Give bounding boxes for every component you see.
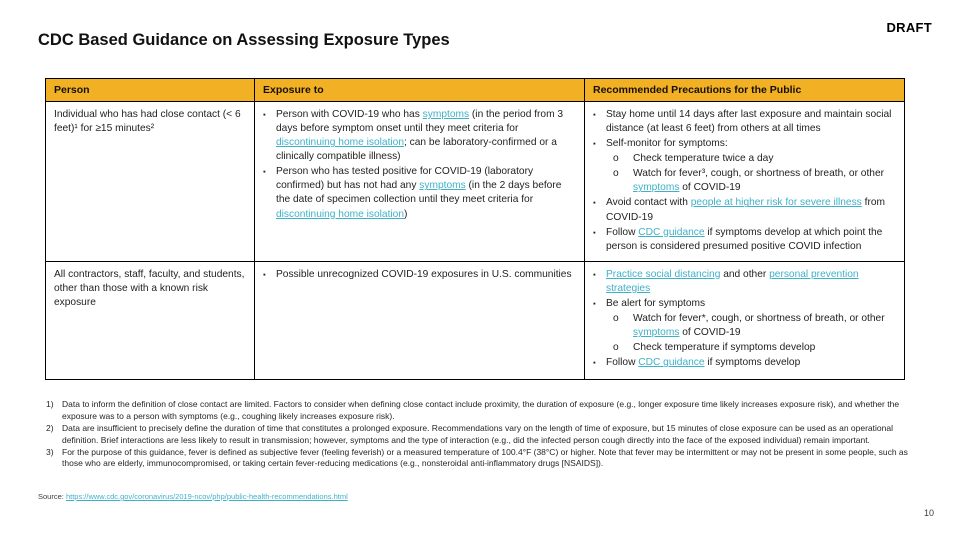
bullet-item: ▪ Be alert for symptoms <box>593 297 896 311</box>
bullet-text: Practice social distancing and other per… <box>606 268 859 294</box>
bullet-text: Self-monitor for symptoms: <box>606 138 728 150</box>
bullet-item: o Watch for fever*, cough, or shortness o… <box>593 312 896 340</box>
bullet-marker: ▪ <box>263 167 266 177</box>
bullet-text: Follow CDC guidance if symptoms develop <box>606 357 801 369</box>
inline-link[interactable]: symptoms <box>422 109 470 120</box>
person-cell: Individual who has had close contact (< … <box>46 102 255 261</box>
footnote-item: 1) Data to inform the definition of close… <box>46 399 918 423</box>
table-header-row: Person Exposure to Recommended Precautio… <box>46 79 904 101</box>
sub-bullet-marker: o <box>613 313 619 325</box>
draft-watermark: DRAFT <box>886 20 932 35</box>
bullet-marker: ▪ <box>593 358 596 368</box>
footnote-text: For the purpose of this guidance, fever … <box>62 446 908 469</box>
person-cell: All contractors, staff, faculty, and stu… <box>46 261 255 379</box>
footnote-number: 2) <box>46 422 54 433</box>
inline-link[interactable]: CDC guidance <box>638 226 705 238</box>
bullet-text: Check temperature twice a day <box>633 153 774 165</box>
footnote-number: 1) <box>46 399 54 409</box>
column-header-person: Person <box>46 79 255 101</box>
bullet-marker: ▪ <box>593 298 596 308</box>
column-header-exposure-to: Exposure to <box>255 79 585 101</box>
bullet-text: Watch for fever*, cough, or shortness of… <box>633 313 885 339</box>
bullet-item: ▪ Person who has tested positive for COVI… <box>263 165 576 221</box>
exposure-cell: ▪ Person with COVID-19 who has symptoms (… <box>255 102 585 261</box>
table-row: All contractors, staff, faculty, and stu… <box>46 260 904 379</box>
inline-link[interactable]: symptoms <box>633 182 680 194</box>
bullet-text: Person with COVID-19 who has symptoms (i… <box>276 109 564 163</box>
inline-link[interactable]: people at higher risk for severe illness <box>690 197 862 209</box>
page-title: CDC Based Guidance on Assessing Exposure… <box>38 31 450 49</box>
bullet-item: ▪ Stay home until 14 days after last expo… <box>593 108 896 136</box>
table-row: Individual who has had close contact (< … <box>46 101 904 261</box>
page-number: 10 <box>923 508 934 518</box>
source-url-link[interactable]: https://www.cdc.gov/coronavirus/2019-nco… <box>65 492 348 501</box>
source-line: Source: https://www.cdc.gov/coronavirus/… <box>38 492 348 501</box>
footnote-number: 3) <box>46 446 54 457</box>
inline-link[interactable]: Practice social distancing <box>606 268 721 280</box>
footnotes: 1) Data to inform the definition of close… <box>46 399 918 470</box>
inline-link[interactable]: personal prevention strategies <box>606 268 859 294</box>
precautions-cell: ▪ Stay home until 14 days after last expo… <box>585 102 904 261</box>
bullet-item: ▪ Person with COVID-19 who has symptoms (… <box>263 108 576 164</box>
bullet-item: ▪ Follow CDC guidance if symptoms develop… <box>593 226 896 254</box>
inline-link[interactable]: discontinuing home isolation <box>276 208 404 220</box>
footnote-text: Data to inform the definition of close c… <box>62 399 900 421</box>
person-text: All contractors, staff, faculty, and stu… <box>54 268 245 308</box>
precautions-cell: ▪ Practice social distancing and other pe… <box>585 262 904 379</box>
exposure-cell: ▪ Possible unrecognized COVID-19 exposure… <box>255 261 585 379</box>
bullet-marker: ▪ <box>263 110 266 119</box>
bullet-item: o Check temperature if symptoms develop <box>593 341 896 355</box>
person-text: Individual who has had close contact (< … <box>54 109 241 135</box>
bullet-text: Follow CDC guidance if symptoms develop … <box>606 226 883 252</box>
bullet-text: Check temperature if symptoms develop <box>633 342 816 354</box>
table-body: Individual who has had close contact (< … <box>46 101 904 379</box>
bullet-item: o Check temperature twice a day <box>593 152 896 166</box>
inline-link[interactable]: symptoms <box>419 180 466 192</box>
bullet-marker: ▪ <box>593 198 596 208</box>
footnote-item: 3) For the purpose of this guidance, feve… <box>46 447 918 471</box>
source-label: Source: <box>38 492 66 501</box>
bullet-item: ▪ Practice social distancing and other pe… <box>593 268 896 296</box>
bullet-item: ▪ Possible unrecognized COVID-19 exposure… <box>263 268 576 282</box>
bullet-marker: ▪ <box>263 269 266 279</box>
bullet-text: Avoid contact with people at higher risk… <box>606 197 885 223</box>
sub-bullet-marker: o <box>613 153 619 165</box>
bullet-marker: ▪ <box>593 139 596 149</box>
bullet-item: o Watch for fever³, cough, or shortness o… <box>593 167 896 195</box>
inline-link[interactable]: discontinuing home isolation <box>276 137 404 149</box>
column-header-recommended-precautions: Recommended Precautions for the Public <box>593 84 802 96</box>
bullet-marker: ▪ <box>593 110 596 119</box>
sub-bullet-marker: o <box>613 168 619 180</box>
bullet-text: Stay home until 14 days after last expos… <box>606 109 892 135</box>
bullet-text: Watch for fever³, cough, or shortness of… <box>633 168 885 194</box>
bullet-item: ▪ Follow CDC guidance if symptoms develop <box>593 356 896 370</box>
footnote-item: 2) Data are insufficient to precisely def… <box>46 423 918 447</box>
footnote-text: Data are insufficient to precisely defin… <box>62 422 893 445</box>
bullet-marker: ▪ <box>593 269 596 279</box>
bullet-item: ▪ Avoid contact with people at higher ris… <box>593 196 896 224</box>
inline-link[interactable]: CDC guidance <box>638 357 705 369</box>
exposure-guidance-table: Person Exposure to Recommended Precautio… <box>45 78 905 380</box>
inline-link[interactable]: symptoms <box>633 327 680 339</box>
sub-bullet-marker: o <box>613 342 619 354</box>
bullet-text: Person who has tested positive for COVID… <box>276 166 562 220</box>
bullet-text: Be alert for symptoms <box>606 297 706 309</box>
bullet-item: ▪ Self-monitor for symptoms: <box>593 137 896 151</box>
bullet-marker: ▪ <box>593 227 596 237</box>
bullet-text: Possible unrecognized COVID-19 exposures… <box>276 268 572 280</box>
